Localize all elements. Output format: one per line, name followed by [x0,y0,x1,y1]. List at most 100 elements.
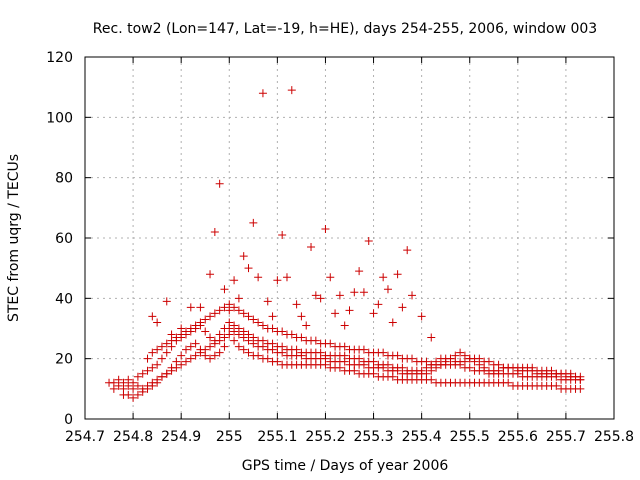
data-point [273,276,282,285]
data-point [408,291,417,300]
y-tick-label: 0 [64,412,73,428]
data-point [345,306,354,315]
data-point [234,294,243,303]
data-point [124,375,133,384]
data-point [220,333,229,342]
data-point [393,366,402,375]
data-point [417,312,426,321]
data-point [206,333,215,342]
data-point [576,384,585,393]
data-point [292,300,301,309]
data-point [374,300,383,309]
data-point [254,273,263,282]
x-tick-label: 255.6 [498,429,538,445]
data-point [398,303,407,312]
data-point [114,375,123,384]
data-point [206,312,215,321]
y-tick-label: 120 [46,50,73,66]
data-point [215,348,224,357]
data-point [359,360,368,369]
data-point [162,297,171,306]
data-point [335,291,344,300]
x-tick-label: 255 [216,429,243,445]
data-point [451,360,460,369]
data-point [316,294,325,303]
data-point [162,369,171,378]
data-point [557,369,566,378]
data-points [105,86,585,402]
data-point [129,393,138,402]
data-point [138,369,147,378]
data-point [331,309,340,318]
data-point [403,246,412,255]
data-point [379,348,388,357]
x-tick-label: 255.3 [353,429,393,445]
data-point [379,363,388,372]
data-point [230,303,239,312]
data-point [215,336,224,345]
data-point [244,264,253,273]
data-point [215,179,224,188]
data-point [153,360,162,369]
x-tick-label: 255.2 [305,429,345,445]
data-point [249,339,258,348]
x-tick-label: 255.1 [257,429,297,445]
data-point [393,351,402,360]
data-point [278,327,287,336]
data-point [109,378,118,387]
data-point [475,354,484,363]
data-point [278,230,287,239]
data-point [239,333,248,342]
data-point [201,315,210,324]
data-point [210,309,219,318]
data-point [571,372,580,381]
data-point [451,351,460,360]
data-point [268,345,277,354]
data-point [239,345,248,354]
data-point [196,318,205,327]
data-point [196,348,205,357]
data-point [234,342,243,351]
data-point [239,309,248,318]
data-point [177,351,186,360]
data-point [249,218,258,227]
data-point [225,306,234,315]
data-point [225,324,234,333]
y-axis-ticks: 0 20 40 60 80 100 120 [46,50,614,428]
data-point [196,303,205,312]
y-tick-label: 80 [55,171,73,187]
data-point [287,86,296,95]
data-point [138,387,147,396]
x-tick-label: 255.4 [402,429,442,445]
data-point [249,315,258,324]
data-point [220,285,229,294]
data-point [153,378,162,387]
data-point [191,351,200,360]
data-point [340,321,349,330]
data-point [263,354,272,363]
data-point [210,351,219,360]
data-point [167,330,176,339]
data-point [191,321,200,330]
data-point [422,369,431,378]
data-point [297,351,306,360]
data-point [148,381,157,390]
data-point [427,375,436,384]
data-point [206,270,215,279]
data-point [509,363,518,372]
data-point [234,306,243,315]
data-point [177,324,186,333]
x-tick-label: 255.7 [546,429,586,445]
data-point [321,354,330,363]
data-point [287,330,296,339]
data-point [201,327,210,336]
data-point [143,384,152,393]
data-point [215,306,224,315]
data-point [177,360,186,369]
data-point [244,312,253,321]
data-point [355,267,364,276]
data-point [552,381,561,390]
data-point [326,339,335,348]
data-point [484,357,493,366]
x-tick-label: 255.5 [450,429,490,445]
